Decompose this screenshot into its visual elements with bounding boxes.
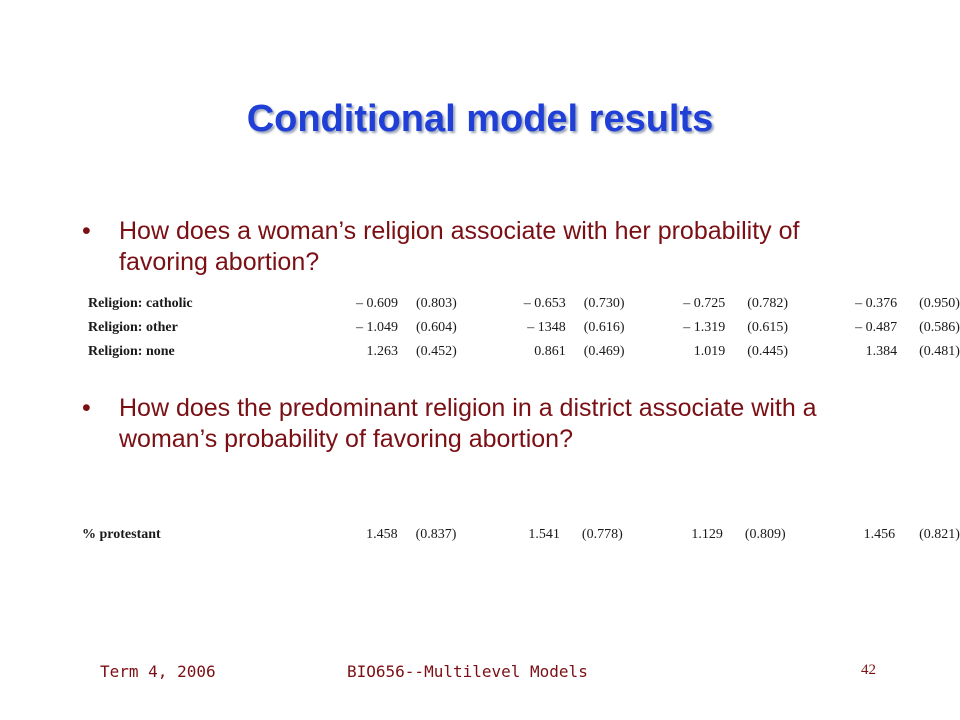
table-cell: – 1.319	[683, 320, 726, 335]
table-row: Religion: none 1.263 (0.452) 0.861 (0.46…	[88, 340, 960, 364]
bullet-text: How does a woman’s religion associate wi…	[119, 217, 800, 276]
table-cell: – 0.725	[683, 296, 726, 311]
table-cell: (0.616)	[583, 320, 625, 335]
table-cell: – 0.653	[523, 296, 566, 311]
table-cell: (0.782)	[747, 296, 789, 311]
bullet-item: • How does a woman’s religion associate …	[82, 216, 842, 278]
table-cell: (0.950)	[919, 296, 960, 311]
footer-term: Term 4, 2006	[100, 662, 216, 681]
bullet-marker: •	[82, 394, 91, 422]
table-cell: (0.452)	[416, 344, 457, 359]
table-cell: 1.129	[691, 527, 723, 542]
table-cell: (0.837)	[415, 527, 457, 542]
table-cell: (0.803)	[416, 296, 457, 311]
slide-title: Conditional model results	[246, 98, 714, 140]
table-cell: 1.456	[863, 527, 896, 542]
table-cell: (0.809)	[744, 527, 786, 542]
bullet-item: • How does the predominant religion in a…	[82, 393, 842, 455]
table-cell: (0.481)	[919, 344, 960, 359]
table-cell: (0.469)	[583, 344, 625, 359]
table-cell: (0.604)	[416, 320, 457, 335]
table-cell: – 0.487	[855, 320, 898, 335]
table-cell: – 0.376	[855, 296, 898, 311]
religion-results-table: Religion: catholic – 0.609 (0.803) – 0.6…	[88, 292, 960, 364]
table-cell: 1.384	[865, 344, 898, 359]
row-label: % protestant	[82, 527, 161, 542]
table-cell: – 1348	[527, 320, 566, 335]
table-cell: (0.445)	[747, 344, 789, 359]
table-row: Religion: other – 1.049 (0.604) – 1348 (…	[88, 316, 960, 340]
table-cell: 1.019	[693, 344, 726, 359]
table-cell: (0.730)	[583, 296, 625, 311]
table-cell: – 0.609	[356, 296, 398, 311]
table-row: % protestant 1.458 (0.837) 1.541 (0.778)…	[82, 523, 960, 547]
table-cell: 1.263	[366, 344, 399, 359]
bullet-text: How does the predominant religion in a d…	[119, 394, 817, 453]
bullet-marker: •	[82, 217, 91, 245]
table-cell: 0.861	[534, 344, 566, 359]
table-cell: (0.615)	[747, 320, 789, 335]
table-row: Religion: catholic – 0.609 (0.803) – 0.6…	[88, 292, 960, 316]
row-label: Religion: none	[88, 344, 175, 359]
table-cell: – 1.049	[356, 320, 398, 335]
footer-page-number: 42	[861, 662, 876, 678]
table-cell: (0.586)	[919, 320, 960, 335]
table-cell: 1.458	[366, 527, 398, 542]
table-cell: (0.821)	[919, 527, 960, 542]
row-label: Religion: catholic	[88, 296, 193, 311]
table-cell: 1.541	[528, 527, 560, 542]
table-cell: (0.778)	[581, 527, 623, 542]
district-religion-table: % protestant 1.458 (0.837) 1.541 (0.778)…	[82, 523, 960, 547]
row-label: Religion: other	[88, 320, 178, 335]
footer-course: BIO656--Multilevel Models	[347, 662, 588, 681]
